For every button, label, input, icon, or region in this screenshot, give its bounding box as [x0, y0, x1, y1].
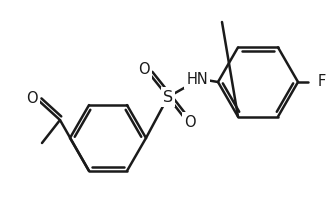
Text: O: O	[184, 114, 196, 129]
Text: S: S	[163, 89, 173, 104]
Text: F: F	[318, 74, 326, 89]
Text: O: O	[138, 62, 150, 77]
Text: HN: HN	[186, 71, 208, 86]
Text: O: O	[26, 91, 38, 106]
